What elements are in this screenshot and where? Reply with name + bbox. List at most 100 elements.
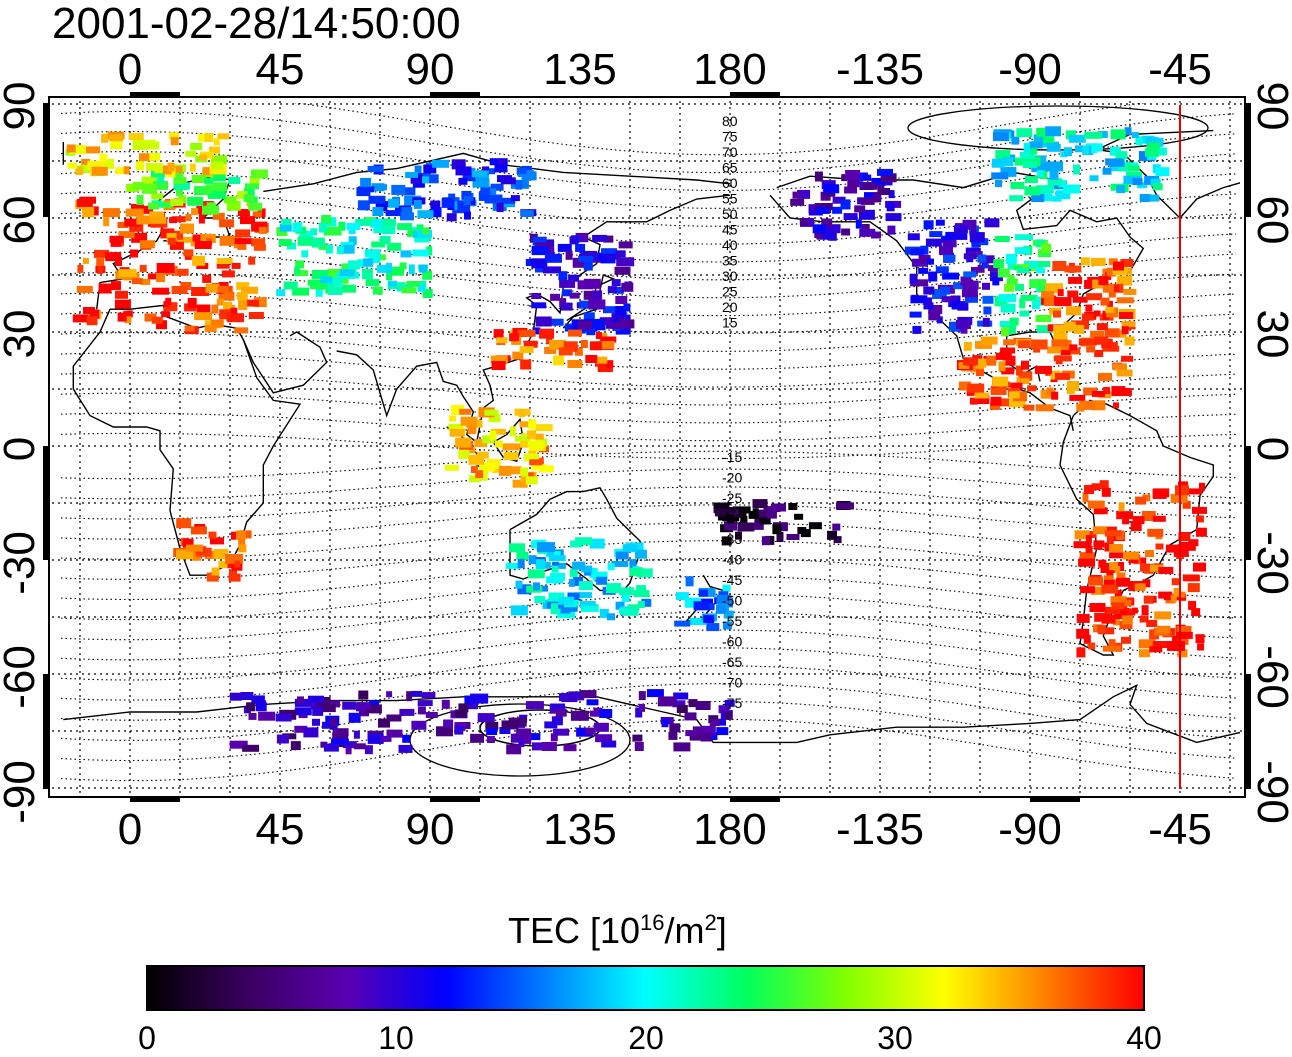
tec-point <box>1116 297 1134 304</box>
tec-point <box>1121 321 1136 328</box>
tec-point <box>510 733 528 743</box>
tec-point <box>248 256 256 265</box>
axis-bar-segment <box>1245 103 1251 217</box>
tec-point <box>454 725 464 735</box>
tec-point <box>910 248 925 256</box>
tec-point <box>1053 355 1072 362</box>
tec-point <box>364 745 373 755</box>
tec-point <box>204 133 214 142</box>
tec-point <box>569 236 579 245</box>
tec-point <box>953 225 968 234</box>
tec-data-points <box>65 126 1207 755</box>
tec-point <box>503 452 519 461</box>
tec-point <box>308 695 324 703</box>
tec-point <box>607 286 617 294</box>
tec-point <box>236 292 248 301</box>
tec-point <box>118 231 135 239</box>
tec-point <box>1176 625 1192 634</box>
tec-point <box>480 186 492 195</box>
tec-point <box>70 145 86 154</box>
tec-point <box>486 728 498 736</box>
tec-point <box>1151 137 1164 147</box>
tec-point <box>580 690 597 699</box>
tec-point <box>1147 528 1164 537</box>
tec-point <box>115 167 129 175</box>
tec-point <box>960 325 968 334</box>
tec-point <box>281 218 292 225</box>
tec-point <box>87 160 105 170</box>
tec-point <box>568 578 575 587</box>
tec-point <box>722 621 732 630</box>
tec-point <box>72 314 89 323</box>
tec-point <box>211 161 224 170</box>
tec-point <box>1092 526 1107 535</box>
tec-point <box>364 249 381 258</box>
tec-point <box>521 171 537 181</box>
tec-point <box>410 173 423 184</box>
mag-lat-label: 50 <box>722 206 738 222</box>
tec-point <box>599 317 613 326</box>
tec-point <box>1142 579 1151 588</box>
top-lon-tick-label: 45 <box>255 45 305 94</box>
tec-point <box>1101 614 1116 624</box>
tec-point <box>646 689 664 698</box>
tec-point <box>323 743 339 752</box>
tec-point <box>1030 146 1038 155</box>
tec-point <box>295 260 305 269</box>
tec-point <box>1104 328 1120 338</box>
tec-point <box>529 459 543 466</box>
tec-point <box>223 301 232 312</box>
tec-point <box>674 620 691 627</box>
tec-point <box>190 526 207 535</box>
tec-point <box>482 435 495 444</box>
tec-point <box>422 176 429 184</box>
tec-point <box>1001 326 1010 337</box>
tec-point <box>367 733 384 744</box>
tec-point <box>639 703 645 712</box>
tec-point <box>877 185 885 194</box>
coastline <box>242 331 328 394</box>
tec-point <box>1185 488 1202 495</box>
axis-bar-segment <box>43 103 49 217</box>
tec-point <box>171 286 188 294</box>
left-lat-tick-label: 0 <box>0 399 45 499</box>
bottom-lon-tick-label: 45 <box>255 805 305 854</box>
tec-point <box>1115 151 1128 160</box>
tec-point <box>448 193 456 200</box>
tec-point <box>527 440 544 448</box>
mag-lat-label: 30 <box>722 268 738 284</box>
tec-point <box>528 555 537 565</box>
tec-point <box>1010 382 1023 390</box>
tec-point <box>401 207 413 217</box>
mag-lat-label: 60 <box>722 175 738 191</box>
bottom-lon-tick-label: 135 <box>543 805 617 854</box>
tec-point <box>864 192 881 199</box>
tec-point <box>1104 542 1114 552</box>
tec-point <box>719 718 726 726</box>
tec-point <box>1116 369 1133 377</box>
tec-point <box>489 430 497 441</box>
tec-point <box>1097 131 1108 138</box>
tec-point <box>1106 300 1113 309</box>
tec-point <box>180 223 194 234</box>
tec-point <box>709 719 720 726</box>
mag-lat-label: 25 <box>722 284 738 300</box>
tec-point <box>185 214 192 222</box>
tec-point <box>294 266 301 275</box>
tec-point <box>1175 485 1189 496</box>
tec-point <box>675 592 689 601</box>
tec-point <box>156 272 166 283</box>
tec-point <box>496 203 504 213</box>
tec-point <box>910 279 929 287</box>
tec-point <box>1090 257 1106 266</box>
tec-point <box>183 249 194 257</box>
tec-point <box>1079 400 1096 410</box>
tec-point <box>1063 184 1081 194</box>
tec-point <box>292 223 302 233</box>
figure-title: 2001-02-28/14:50:00 <box>52 0 461 48</box>
tec-point <box>236 282 250 291</box>
tec-point <box>1041 243 1052 253</box>
tec-point <box>575 243 586 252</box>
tec-point <box>797 189 811 199</box>
tec-point <box>541 742 557 751</box>
